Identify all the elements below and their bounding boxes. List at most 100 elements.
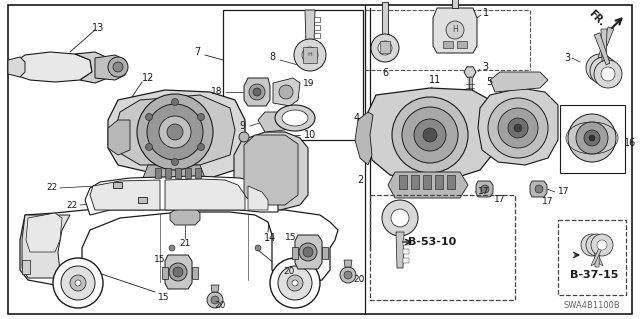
Circle shape bbox=[446, 21, 464, 39]
Circle shape bbox=[113, 62, 123, 72]
Text: 16: 16 bbox=[624, 138, 636, 148]
Text: 17: 17 bbox=[478, 188, 490, 197]
Circle shape bbox=[70, 275, 86, 291]
Polygon shape bbox=[530, 181, 547, 197]
Circle shape bbox=[488, 98, 548, 158]
Polygon shape bbox=[403, 240, 409, 245]
Circle shape bbox=[584, 130, 600, 146]
Polygon shape bbox=[244, 135, 298, 205]
Polygon shape bbox=[15, 52, 92, 82]
Polygon shape bbox=[244, 78, 270, 106]
Polygon shape bbox=[22, 215, 70, 278]
Circle shape bbox=[169, 245, 175, 251]
Circle shape bbox=[207, 292, 223, 308]
Circle shape bbox=[590, 57, 618, 85]
Circle shape bbox=[382, 200, 418, 236]
Text: 21: 21 bbox=[179, 240, 191, 249]
Polygon shape bbox=[314, 17, 320, 22]
Circle shape bbox=[589, 135, 595, 141]
Circle shape bbox=[594, 60, 622, 88]
Text: 9: 9 bbox=[240, 121, 246, 131]
Polygon shape bbox=[591, 244, 604, 266]
Polygon shape bbox=[314, 25, 320, 30]
Circle shape bbox=[75, 280, 81, 286]
Circle shape bbox=[392, 97, 468, 173]
Polygon shape bbox=[403, 258, 409, 263]
Circle shape bbox=[53, 258, 103, 308]
Circle shape bbox=[270, 258, 320, 308]
Text: 14: 14 bbox=[264, 233, 276, 243]
Bar bbox=[380, 41, 390, 53]
Text: 20: 20 bbox=[283, 268, 294, 277]
Polygon shape bbox=[589, 244, 603, 266]
Bar bbox=[435, 175, 443, 189]
Text: 20: 20 bbox=[214, 301, 226, 310]
Polygon shape bbox=[258, 112, 290, 132]
Circle shape bbox=[586, 234, 608, 256]
Polygon shape bbox=[598, 27, 614, 59]
Polygon shape bbox=[90, 180, 160, 210]
Polygon shape bbox=[234, 132, 308, 210]
Circle shape bbox=[159, 116, 191, 148]
Circle shape bbox=[593, 61, 607, 75]
Circle shape bbox=[498, 108, 538, 148]
Circle shape bbox=[61, 266, 95, 300]
Bar bbox=[175, 168, 181, 178]
Polygon shape bbox=[314, 33, 320, 38]
Circle shape bbox=[344, 271, 352, 279]
Text: 20: 20 bbox=[353, 276, 364, 285]
Circle shape bbox=[278, 266, 312, 300]
Circle shape bbox=[173, 267, 183, 277]
Bar bbox=[185, 168, 191, 178]
Polygon shape bbox=[113, 182, 122, 188]
Circle shape bbox=[601, 67, 615, 81]
Circle shape bbox=[167, 124, 183, 140]
Ellipse shape bbox=[275, 105, 315, 131]
Polygon shape bbox=[165, 255, 192, 289]
Polygon shape bbox=[8, 57, 25, 77]
Polygon shape bbox=[355, 112, 373, 165]
Text: 15: 15 bbox=[285, 233, 296, 241]
Circle shape bbox=[147, 104, 203, 160]
Polygon shape bbox=[433, 8, 477, 53]
Circle shape bbox=[303, 247, 313, 257]
Circle shape bbox=[249, 84, 265, 100]
Circle shape bbox=[169, 263, 187, 281]
Text: 11: 11 bbox=[429, 75, 441, 85]
Polygon shape bbox=[601, 29, 607, 61]
Polygon shape bbox=[490, 72, 548, 92]
Circle shape bbox=[597, 64, 611, 78]
Bar bbox=[303, 47, 317, 63]
Polygon shape bbox=[248, 186, 268, 210]
Bar bbox=[370, 195, 515, 300]
Circle shape bbox=[576, 122, 608, 154]
Text: 15: 15 bbox=[158, 293, 170, 301]
Polygon shape bbox=[403, 249, 409, 254]
Circle shape bbox=[172, 159, 179, 166]
Bar bbox=[22, 260, 30, 274]
Text: H: H bbox=[452, 26, 458, 34]
Polygon shape bbox=[26, 213, 62, 252]
Text: SWA4B1100B: SWA4B1100B bbox=[563, 301, 620, 310]
Circle shape bbox=[587, 240, 597, 250]
Circle shape bbox=[535, 185, 543, 193]
Polygon shape bbox=[344, 260, 352, 267]
Text: 4: 4 bbox=[354, 113, 360, 123]
Circle shape bbox=[586, 54, 614, 82]
Circle shape bbox=[414, 119, 446, 151]
Circle shape bbox=[255, 245, 261, 251]
Polygon shape bbox=[165, 179, 245, 210]
Polygon shape bbox=[211, 285, 219, 292]
Bar bbox=[423, 175, 431, 189]
Circle shape bbox=[279, 85, 293, 99]
Circle shape bbox=[299, 243, 317, 261]
Text: 17: 17 bbox=[558, 188, 570, 197]
Circle shape bbox=[378, 41, 392, 55]
Text: 3: 3 bbox=[564, 53, 570, 63]
Polygon shape bbox=[382, 2, 388, 35]
Text: 6: 6 bbox=[382, 68, 388, 78]
Polygon shape bbox=[476, 181, 493, 197]
Polygon shape bbox=[594, 33, 610, 65]
Bar bbox=[447, 175, 455, 189]
Polygon shape bbox=[295, 235, 322, 269]
